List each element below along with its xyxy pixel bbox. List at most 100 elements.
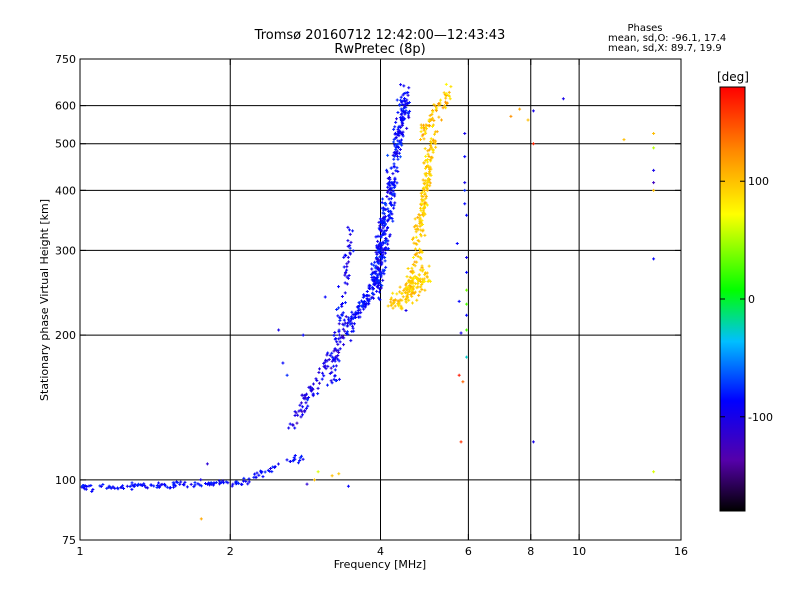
data-point [301, 405, 305, 409]
data-point [355, 305, 359, 309]
data-point [347, 316, 351, 320]
data-point [165, 485, 169, 489]
data-point [322, 364, 326, 368]
data-point [399, 95, 403, 99]
data-point [199, 517, 203, 521]
data-point [395, 117, 399, 121]
data-point [360, 300, 364, 304]
data-point [268, 469, 272, 473]
data-point [416, 228, 420, 232]
phase-stats-o: mean, sd,O: -96.1, 17.4 [608, 33, 726, 44]
data-point [307, 396, 311, 400]
data-point [101, 482, 105, 486]
data-point [377, 296, 381, 300]
data-point [349, 339, 353, 343]
data-point [350, 317, 354, 321]
data-point [428, 124, 432, 128]
data-point [405, 294, 409, 298]
data-point [396, 145, 400, 149]
data-point [305, 482, 309, 486]
data-point [428, 165, 432, 169]
data-point [422, 189, 426, 193]
data-point [411, 280, 415, 284]
data-point [381, 269, 385, 273]
data-point [395, 166, 399, 170]
data-point [392, 162, 396, 166]
data-point [342, 343, 346, 347]
data-point [465, 213, 469, 217]
data-point [155, 483, 159, 487]
phase-stats-x: mean, sd,X: 89.7, 19.9 [608, 43, 722, 54]
data-point [422, 214, 426, 218]
data-point [299, 401, 303, 405]
data-point [385, 194, 389, 198]
data-point [417, 273, 421, 277]
data-point [404, 109, 408, 113]
data-point [427, 154, 431, 158]
data-point [444, 106, 448, 110]
data-point [423, 147, 427, 151]
axis-ticks: 1 2 4 6 8 10 16 75 100 200 300 400 500 600 750 [55, 53, 688, 558]
data-point [423, 288, 427, 292]
data-point [338, 340, 342, 344]
data-point [465, 313, 469, 317]
data-point [128, 484, 132, 488]
data-point [189, 482, 193, 486]
data-point [424, 158, 428, 162]
data-point [334, 336, 338, 340]
data-point [421, 187, 425, 191]
data-point [380, 206, 384, 210]
data-point [330, 381, 334, 385]
data-point [385, 170, 389, 174]
data-point [285, 458, 289, 462]
data-point [531, 109, 535, 113]
data-point [386, 189, 390, 193]
data-point [324, 367, 328, 371]
data-point [465, 302, 469, 306]
data-point [424, 272, 428, 276]
data-point [357, 301, 361, 305]
data-point [368, 284, 372, 288]
data-point [300, 410, 304, 414]
data-point [431, 123, 435, 127]
data-point [386, 209, 390, 213]
data-point [431, 138, 435, 142]
data-point [281, 361, 285, 365]
data-point [84, 487, 88, 491]
data-point [330, 474, 334, 478]
data-point [425, 271, 429, 275]
data-point [400, 109, 404, 113]
colorbar-label: [deg] [717, 70, 749, 84]
data-point [431, 110, 435, 114]
data-point [407, 101, 411, 105]
data-point [192, 485, 196, 489]
data-point [391, 219, 395, 223]
data-point [335, 307, 339, 311]
data-point [401, 295, 405, 299]
data-point [461, 380, 465, 384]
data-point [372, 263, 376, 267]
data-point [343, 281, 347, 285]
data-point [339, 303, 343, 307]
data-point [401, 115, 405, 119]
data-point [376, 248, 380, 252]
data-point [341, 322, 345, 326]
x-tick-label: 6 [465, 545, 472, 558]
data-point [294, 411, 298, 415]
data-point [301, 413, 305, 417]
data-point [217, 479, 221, 483]
data-point [394, 120, 398, 124]
data-point [652, 181, 656, 185]
data-point [427, 148, 431, 152]
data-point [429, 137, 433, 141]
data-point [113, 486, 117, 490]
data-point [300, 393, 304, 397]
data-point [226, 481, 230, 485]
data-point [399, 138, 403, 142]
data-point [380, 201, 384, 205]
y-tick-label: 600 [55, 100, 76, 113]
data-point [419, 130, 423, 134]
data-point [311, 387, 315, 391]
data-point [336, 357, 340, 361]
